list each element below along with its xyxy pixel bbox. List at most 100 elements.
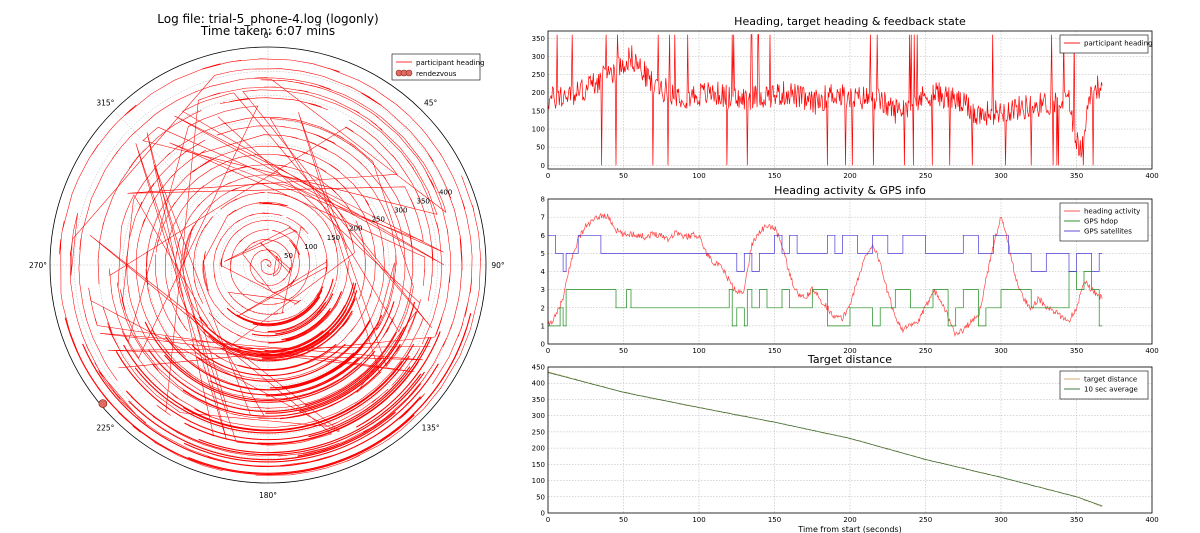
heading-trace-segment	[88, 132, 431, 446]
heading-trace-segment	[299, 314, 383, 386]
legend-rendezvous-label: rendezvous	[416, 70, 457, 78]
x-tick-label: 150	[768, 347, 781, 355]
y-tick-label: 350	[532, 35, 545, 43]
x-tick-label: 150	[768, 172, 781, 180]
legend-frame	[1059, 370, 1149, 400]
figure-header-line2: Time taken: 6:07 mins	[200, 24, 335, 38]
heading-trace-segment	[98, 370, 230, 463]
x-tick-label: 50	[619, 172, 628, 180]
legend-heading-label: participant heading	[416, 59, 485, 67]
angle-gridline	[267, 264, 423, 420]
x-tick-label: 150	[768, 516, 781, 524]
series-line	[548, 234, 1103, 272]
y-tick-label: 0	[541, 162, 545, 170]
x-tick-label: 200	[843, 347, 856, 355]
y-tick-label: 300	[532, 53, 545, 61]
x-tick-label: 50	[619, 516, 628, 524]
heading-trace-segment	[97, 110, 202, 285]
heading-trace-segment	[268, 291, 343, 344]
heading-trace-segment	[275, 309, 322, 335]
x-tick-label: 400	[1145, 347, 1158, 355]
heading-trace-segment	[235, 243, 328, 322]
y-tick-label: 50	[536, 144, 545, 152]
heading-chart: Heading, target heading & feedback state…	[532, 15, 1159, 180]
legend: target distance 10 sec average	[1059, 370, 1149, 400]
polar-heading-chart: Log file: trial-5_phone-4.log (logonly) …	[29, 12, 505, 500]
y-tick-label: 200	[532, 89, 545, 97]
heading-trace-segment	[192, 315, 330, 357]
heading-trace-segment	[164, 336, 364, 391]
x-tick-label: 50	[619, 347, 628, 355]
legend-frame	[1059, 34, 1149, 54]
y-tick-label: 450	[532, 364, 545, 372]
heading-trace-segment	[337, 301, 416, 400]
angle-tick-label: 90°	[491, 261, 505, 270]
heading-trace-segment	[304, 331, 397, 406]
legend-frame	[391, 53, 481, 81]
heading-trace-segment	[302, 238, 463, 455]
heading-trace-segment	[265, 364, 378, 414]
heading-trace-segment	[279, 343, 401, 420]
polar-heading-trace	[59, 58, 482, 476]
legend-label: GPS satellites	[1084, 228, 1132, 236]
heading-trace-segment	[109, 105, 426, 418]
heading-trace-segment	[198, 373, 422, 454]
y-tick-label: 0	[541, 510, 545, 518]
heading-trace-segment	[267, 192, 339, 282]
heading-trace-segment	[432, 200, 473, 385]
heading-trace-segment	[183, 363, 439, 463]
x-tick-label: 0	[546, 516, 550, 524]
heading-trace-segment	[82, 343, 422, 468]
heading-trace-segment	[145, 145, 385, 380]
plot-area	[548, 212, 1103, 337]
heading-trace-segment	[355, 331, 441, 428]
heading-trace-segment	[391, 347, 421, 386]
y-tick-label: 2	[541, 304, 545, 312]
radial-tick-label: 100	[304, 243, 317, 251]
heading-trace-segment	[102, 306, 113, 335]
heading-trace-segment	[128, 400, 396, 461]
heading-trace-segment	[214, 301, 326, 333]
radial-tick-label: 400	[439, 188, 452, 196]
x-tick-label: 400	[1145, 172, 1158, 180]
heading-trace-segment	[142, 86, 445, 416]
heading-trace-segment	[252, 249, 283, 277]
heading-trace-segment	[299, 327, 405, 412]
chart-title: Target distance	[807, 353, 892, 366]
angle-tick-label: 0°	[264, 31, 273, 40]
heading-trace-segment	[227, 217, 309, 315]
polar-frame	[49, 46, 487, 484]
legend-label: heading activity	[1084, 208, 1140, 216]
y-tick-label: 150	[532, 107, 545, 115]
legend: participant heading	[1059, 34, 1153, 54]
heading-trace-segment	[125, 371, 425, 456]
angle-tick-label: 45°	[424, 98, 438, 107]
heading-trace-segment	[196, 320, 371, 382]
heading-trace-segment	[182, 182, 348, 328]
legend: heading activity GPS hdop GPS satellites	[1059, 202, 1149, 242]
y-tick-label: 400	[532, 380, 545, 388]
heading-trace-segment	[230, 229, 293, 305]
angle-tick-label: 135°	[422, 424, 440, 433]
heading-trace-segment	[226, 289, 323, 326]
heading-trace-segment	[269, 352, 355, 389]
heading-trace-segment	[264, 330, 324, 352]
heading-trace-segment	[220, 219, 310, 268]
heading-trace-segment	[155, 154, 376, 257]
heading-trace-segment	[64, 317, 415, 475]
x-tick-label: 200	[843, 516, 856, 524]
x-tick-label: 350	[1070, 516, 1083, 524]
heading-trace-segment	[308, 301, 395, 391]
y-tick-label: 250	[532, 428, 545, 436]
heading-trace-segment	[208, 290, 358, 358]
heading-trace-segment	[191, 343, 346, 377]
rendezvous-marker	[98, 399, 108, 408]
radial-tick-label: 50	[284, 252, 293, 260]
y-tick-label: 150	[532, 461, 545, 469]
x-tick-label: 300	[994, 172, 1007, 180]
x-tick-label: 100	[692, 516, 705, 524]
x-tick-label: 200	[843, 172, 856, 180]
y-tick-label: 6	[541, 232, 546, 240]
